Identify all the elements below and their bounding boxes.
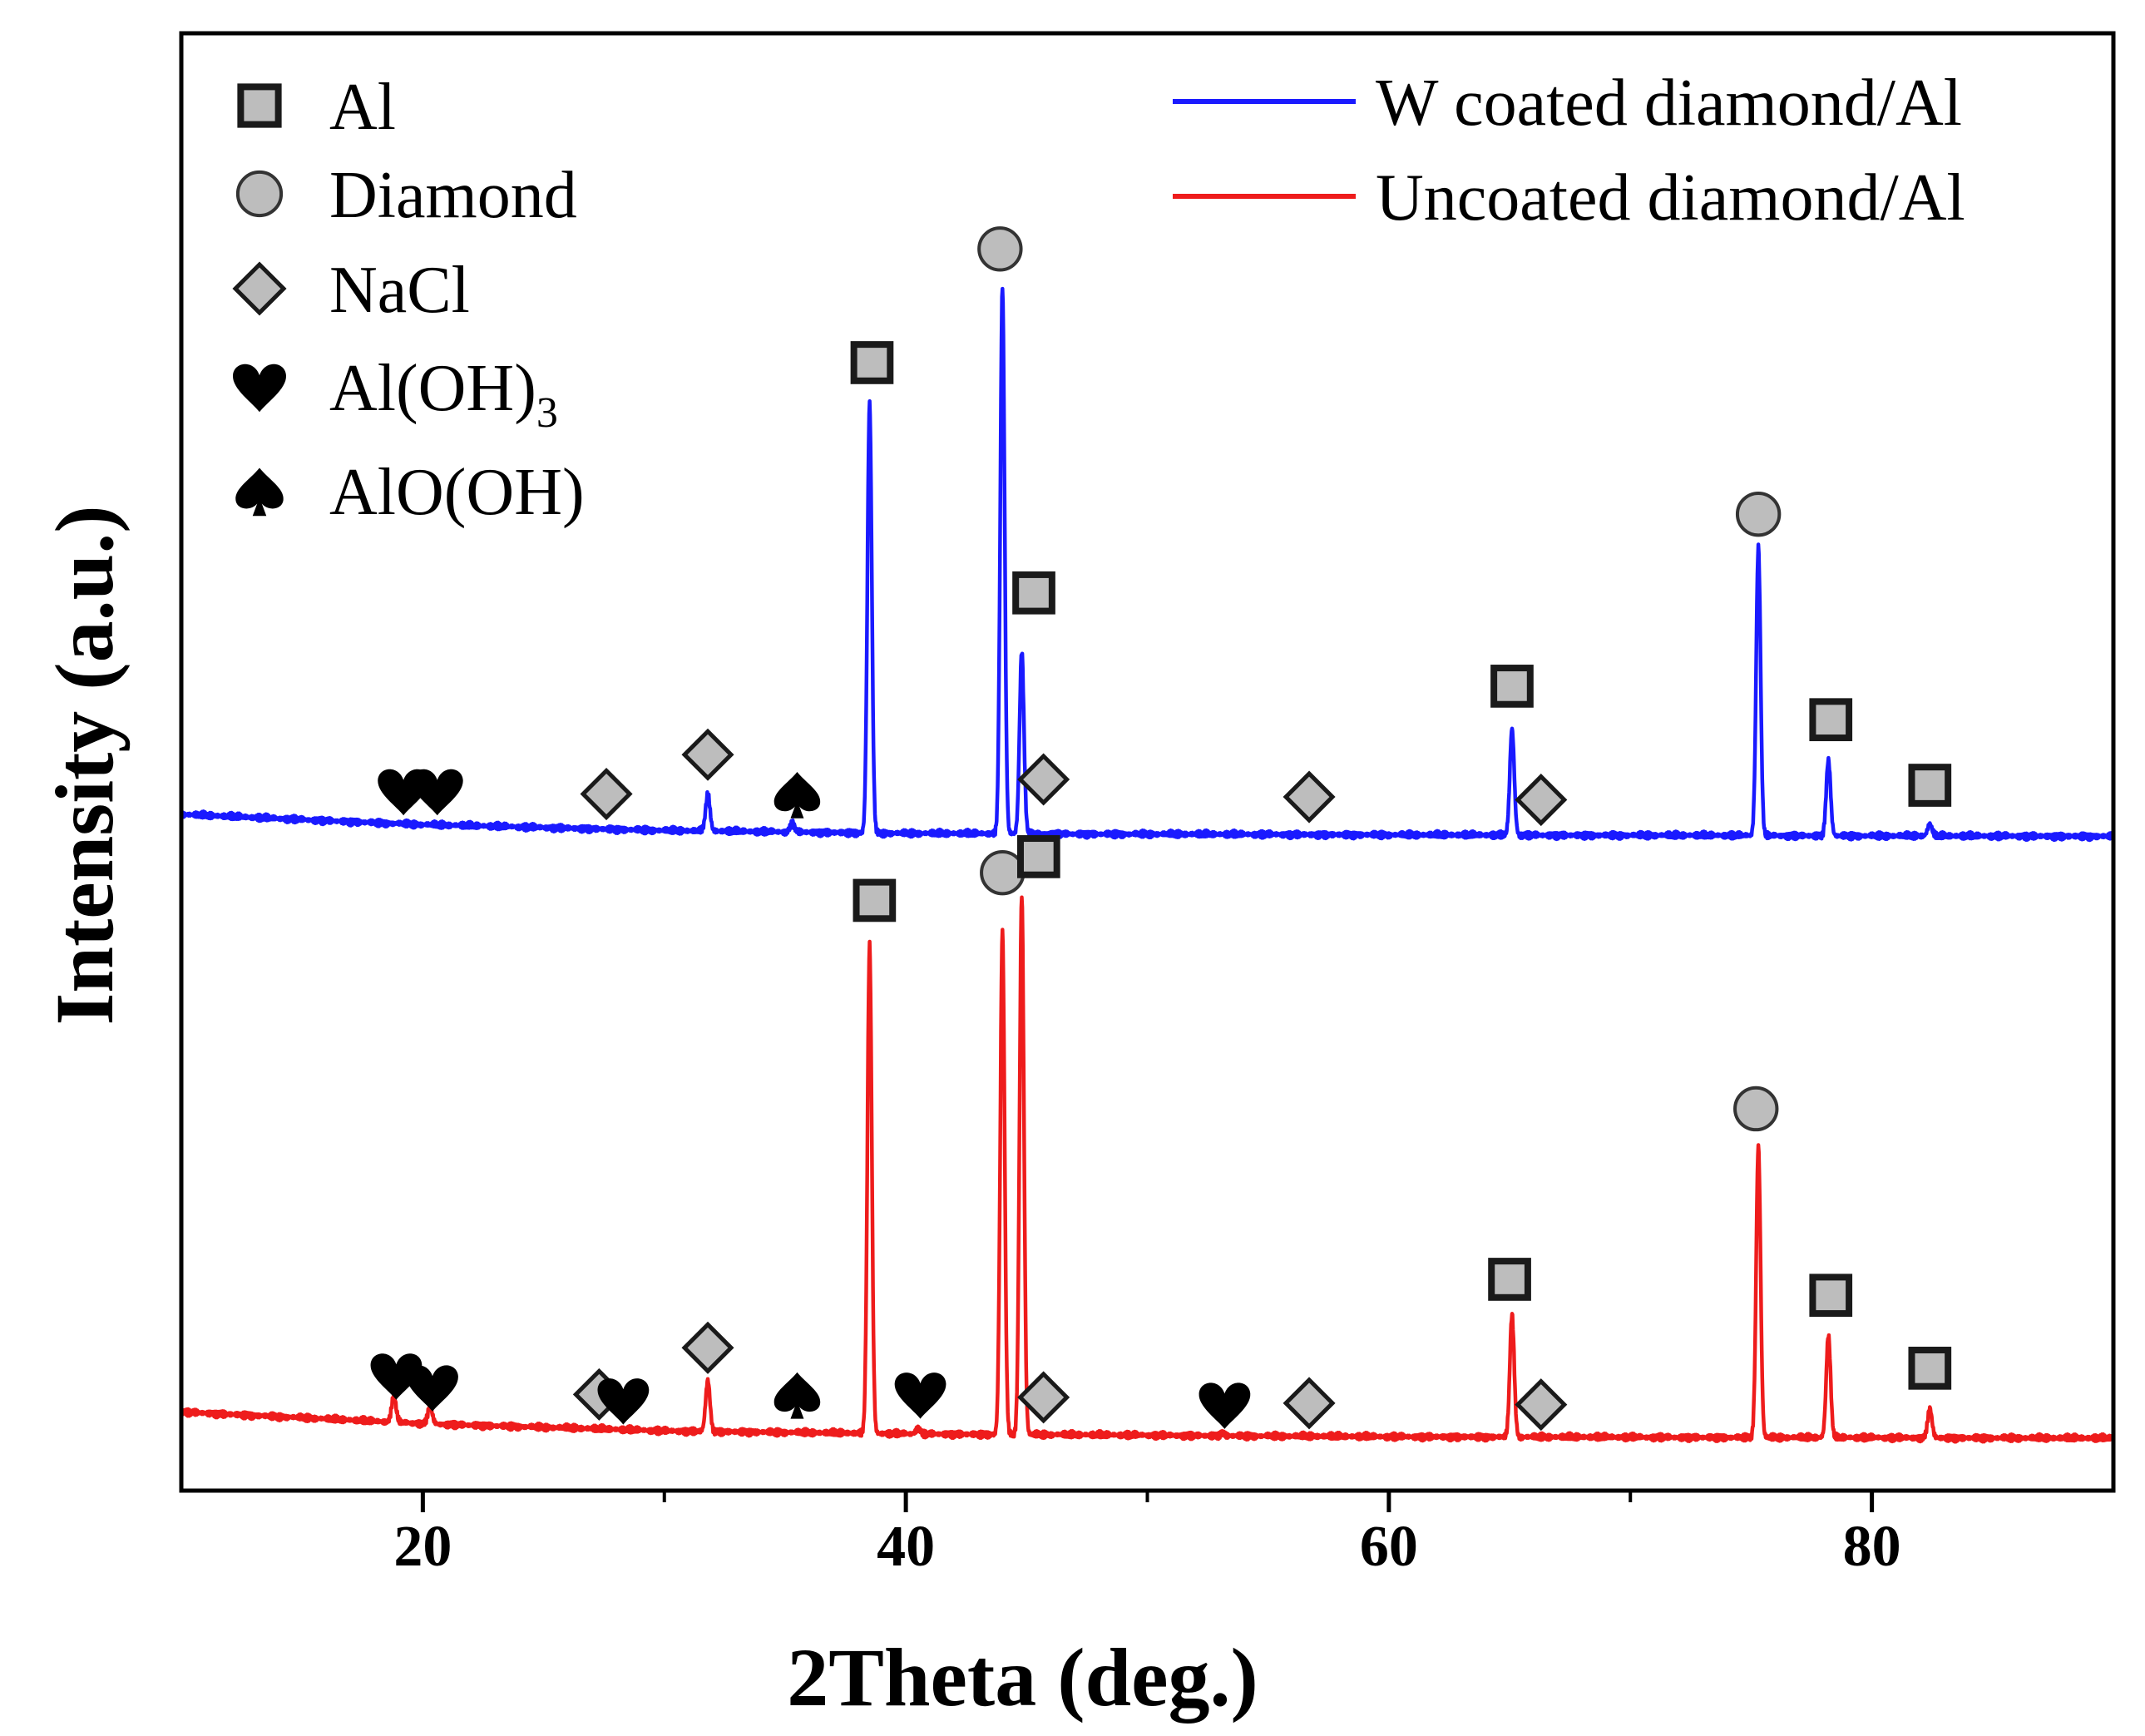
phase-legend-item: Al (237, 71, 396, 144)
legend: Al Diamond NaCl Al(OH)3 AlO(OH) W coated diam… (232, 67, 1965, 529)
peak-marker-diamond (681, 1321, 734, 1374)
peak-marker-square (853, 878, 897, 922)
legend-diamond-icon (232, 261, 287, 316)
phase-legend-item: Al(OH)3 (233, 352, 558, 437)
peak-marker-square (1908, 1346, 1952, 1390)
peak-marker-square (1809, 698, 1853, 742)
x-tick-label: 60 (1360, 1515, 1418, 1579)
phase-legend-item: Diamond (235, 159, 577, 232)
peak-marker-diamond (1283, 770, 1336, 823)
legend-heart-icon (233, 364, 286, 413)
series-legend-label: Uncoated diamond/Al (1376, 161, 1965, 235)
peak-marker-heart (407, 1365, 458, 1412)
phase-legend-label: AlO(OH) (329, 456, 585, 529)
peak-marker-heart (370, 1353, 423, 1400)
peak-marker-heart (597, 1378, 650, 1425)
phase-legend-label: Al(OH)3 (329, 352, 558, 437)
plot-frame (179, 31, 2116, 1493)
phase-legend-item: AlO(OH) (235, 456, 585, 529)
peak-marker-circle (980, 849, 1026, 896)
peak-marker-square (1016, 835, 1060, 878)
x-tick-label: 40 (877, 1515, 935, 1579)
peak-marker-heart (894, 1372, 946, 1419)
peak-marker-square (1012, 571, 1055, 615)
phase-legend-label: Diamond (329, 159, 577, 232)
series-legend-label: W coated diamond/Al (1376, 67, 1962, 140)
x-axis-title: 2Theta (deg.) (787, 1631, 1258, 1724)
series-line-w-coated (179, 286, 2115, 843)
y-axis-title: Intensity (a.u.) (38, 505, 131, 1025)
peak-marker-square (1809, 1274, 1853, 1318)
peak-marker-diamond (580, 768, 633, 821)
series-line-uncoated (179, 895, 2115, 1444)
peak-marker-circle (977, 226, 1023, 272)
legend-square-icon (237, 83, 282, 128)
plot-area (179, 286, 2115, 1444)
series-legend-item: W coated diamond/Al (1173, 67, 1962, 140)
legend-circle-icon (235, 170, 284, 218)
series-legend-item: Uncoated diamond/Al (1173, 161, 1965, 235)
peak-marker-diamond (681, 728, 734, 781)
peak-marker-square (1908, 764, 1952, 807)
peak-marker-diamond (1017, 1371, 1070, 1424)
phase-legend-label: NaCl (329, 254, 470, 327)
peak-marker-diamond (1515, 1378, 1568, 1432)
peak-marker-heart (411, 769, 463, 816)
peak-marker-diamond (1017, 753, 1070, 806)
peak-marker-diamond (1283, 1377, 1336, 1430)
peak-marker-circle (1735, 491, 1782, 537)
peak-annotations (370, 226, 1952, 1432)
peak-marker-spade (773, 1372, 821, 1419)
x-tick-label: 20 (393, 1515, 452, 1579)
axes: 20 40 60 80 2Theta (deg.) Intensity (a.u.) (38, 31, 2116, 1724)
legend-spade-icon (235, 467, 284, 517)
peak-marker-circle (1733, 1086, 1779, 1132)
peak-marker-heart (1199, 1382, 1251, 1429)
phase-legend-label: Al (329, 71, 396, 144)
x-tick-label: 80 (1843, 1515, 1901, 1579)
phase-legend-item: NaCl (232, 254, 470, 327)
peak-marker-square (850, 341, 894, 384)
peak-marker-square (1488, 1258, 1531, 1301)
peak-marker-square (1490, 665, 1534, 708)
peak-marker-spade (773, 771, 821, 819)
peak-marker-diamond (1515, 774, 1568, 827)
